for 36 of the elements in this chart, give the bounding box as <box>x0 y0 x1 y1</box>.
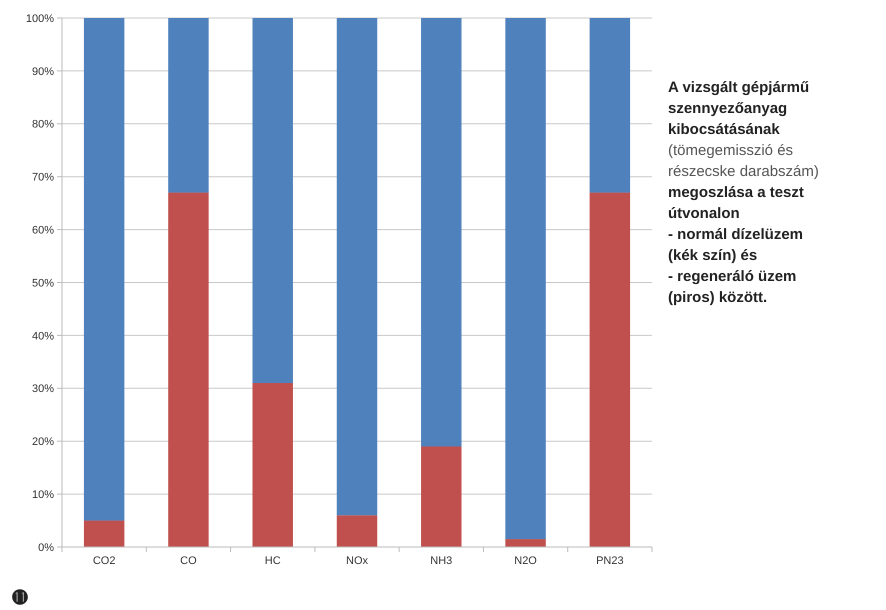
y-tick-label: 10% <box>32 488 54 501</box>
bar <box>168 18 209 193</box>
x-tick-label: CO <box>180 555 198 567</box>
x-tick-label: PN23 <box>596 555 624 567</box>
text: megoszlása a teszt útvonalon - normál dízelüzem (kék szín) és - regeneráló üzem (piros) között. <box>668 184 804 306</box>
bar <box>84 520 124 547</box>
y-tick-label: 20% <box>32 436 54 448</box>
text: (tömegemisszió és részecske darabszám) <box>668 142 819 180</box>
y-tick-label: 70% <box>32 172 54 184</box>
bar <box>590 192 630 547</box>
bar <box>590 18 630 193</box>
text: A vizsgált gépjármű szennyezőanyag kibocsátásának <box>668 79 810 138</box>
x-tick-label: HC <box>264 555 281 567</box>
bar <box>84 18 124 521</box>
x-tick-label: CO2 <box>92 555 116 567</box>
x-tick-label: NH3 <box>430 555 452 567</box>
y-tick-label: 60% <box>32 224 54 236</box>
y-tick-label: 0% <box>38 542 54 554</box>
y-tick-label: 40% <box>32 330 54 342</box>
text: ⓫ <box>12 588 28 607</box>
bar <box>505 539 546 547</box>
x-tick-label: NOx <box>346 555 368 567</box>
y-tick-label: 80% <box>32 118 54 131</box>
bar <box>336 515 378 547</box>
bar <box>421 18 462 446</box>
y-tick-label: 50% <box>32 277 54 290</box>
bar <box>336 18 378 516</box>
y-tick-label: 30% <box>32 383 54 396</box>
x-tick-label: N2O <box>514 555 538 567</box>
bar <box>168 192 209 547</box>
bar <box>505 18 546 540</box>
bar <box>252 18 293 384</box>
y-tick-label: 90% <box>32 66 54 78</box>
bar <box>421 446 462 547</box>
y-tick-label: 100% <box>26 12 54 25</box>
bar <box>252 383 293 547</box>
